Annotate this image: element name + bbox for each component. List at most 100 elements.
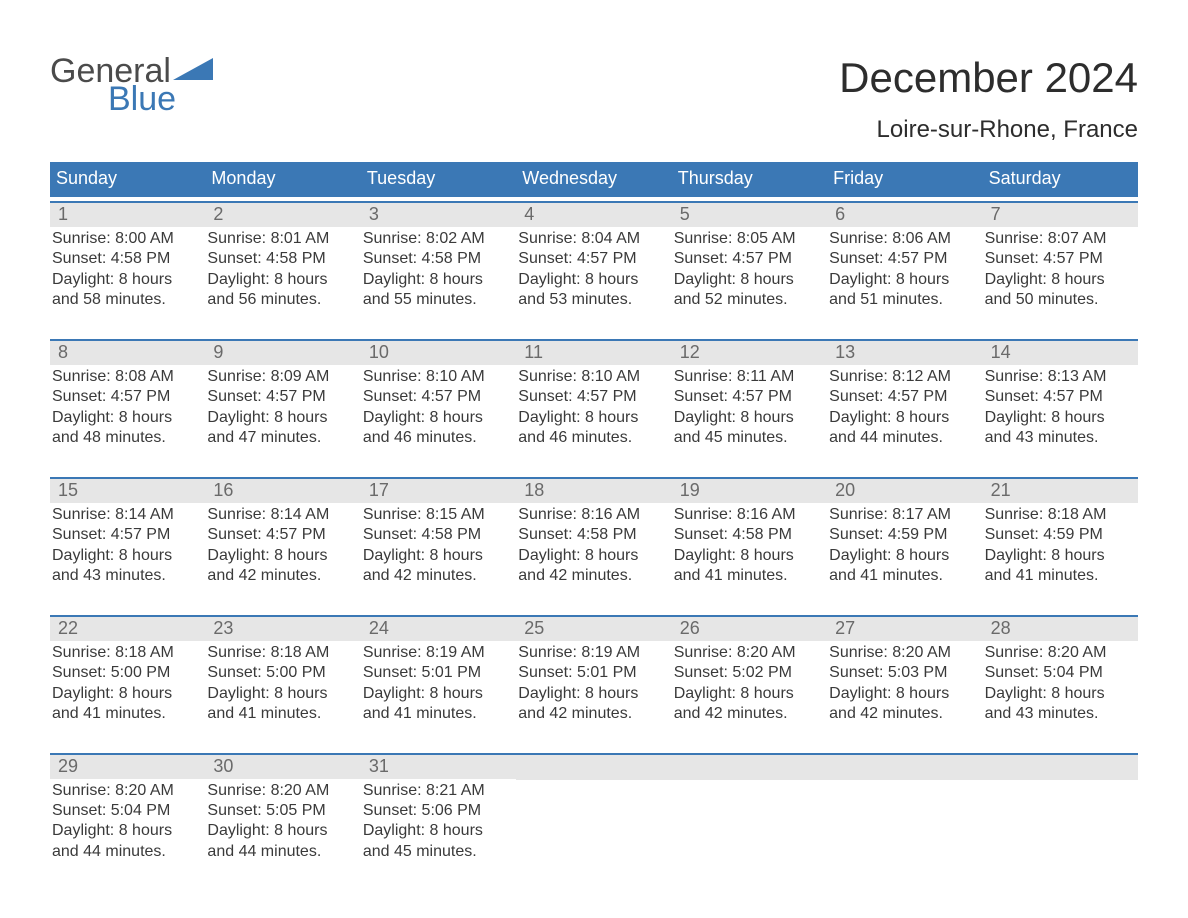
sunrise-line: Sunrise: 8:11 AM: [674, 367, 821, 387]
dow-header: Saturday: [983, 162, 1138, 197]
calendar: SundayMondayTuesdayWednesdayThursdayFrid…: [50, 162, 1138, 886]
calendar-cell: [672, 755, 827, 887]
daylight-line: Daylight: 8 hours and 42 minutes.: [518, 546, 665, 587]
daylight-line: Daylight: 8 hours and 44 minutes.: [52, 821, 199, 862]
calendar-cell: [516, 755, 671, 887]
daylight-line: Daylight: 8 hours and 45 minutes.: [363, 821, 510, 862]
cell-body: Sunrise: 8:13 AMSunset: 4:57 PMDaylight:…: [983, 367, 1132, 449]
calendar-cell: 13Sunrise: 8:12 AMSunset: 4:57 PMDayligh…: [827, 341, 982, 473]
sunset-line: Sunset: 4:58 PM: [207, 249, 354, 269]
daylight-line: Daylight: 8 hours and 55 minutes.: [363, 270, 510, 311]
sunrise-line: Sunrise: 8:18 AM: [985, 505, 1132, 525]
daynum-band: 3: [361, 203, 516, 227]
daynum-band: 19: [672, 479, 827, 503]
cell-body: Sunrise: 8:19 AMSunset: 5:01 PMDaylight:…: [361, 643, 510, 725]
daynum-band: 10: [361, 341, 516, 365]
sunset-line: Sunset: 4:57 PM: [829, 387, 976, 407]
cell-body: Sunrise: 8:07 AMSunset: 4:57 PMDaylight:…: [983, 229, 1132, 311]
sunrise-line: Sunrise: 8:14 AM: [52, 505, 199, 525]
logo-triangle-icon: [173, 58, 213, 82]
sunset-line: Sunset: 4:57 PM: [829, 249, 976, 269]
day-number: 14: [989, 342, 1011, 362]
daynum-band: 5: [672, 203, 827, 227]
cell-body: Sunrise: 8:04 AMSunset: 4:57 PMDaylight:…: [516, 229, 665, 311]
daynum-band: 18: [516, 479, 671, 503]
sunrise-line: Sunrise: 8:16 AM: [518, 505, 665, 525]
daylight-line: Daylight: 8 hours and 41 minutes.: [674, 546, 821, 587]
sunset-line: Sunset: 5:04 PM: [52, 801, 199, 821]
calendar-cell: 2Sunrise: 8:01 AMSunset: 4:58 PMDaylight…: [205, 203, 360, 335]
daylight-line: Daylight: 8 hours and 53 minutes.: [518, 270, 665, 311]
day-number: 19: [678, 480, 700, 500]
sunrise-line: Sunrise: 8:09 AM: [207, 367, 354, 387]
day-number: 7: [989, 204, 1001, 224]
day-number: 4: [522, 204, 534, 224]
calendar-cell: 23Sunrise: 8:18 AMSunset: 5:00 PMDayligh…: [205, 617, 360, 749]
cell-body: Sunrise: 8:02 AMSunset: 4:58 PMDaylight:…: [361, 229, 510, 311]
calendar-cell: 21Sunrise: 8:18 AMSunset: 4:59 PMDayligh…: [983, 479, 1138, 611]
cell-body: Sunrise: 8:09 AMSunset: 4:57 PMDaylight:…: [205, 367, 354, 449]
daynum-band: 9: [205, 341, 360, 365]
day-number: 28: [989, 618, 1011, 638]
daynum-band: 23: [205, 617, 360, 641]
day-number: 3: [367, 204, 379, 224]
logo-word-2: Blue: [108, 82, 213, 116]
calendar-cell: 26Sunrise: 8:20 AMSunset: 5:02 PMDayligh…: [672, 617, 827, 749]
sunset-line: Sunset: 4:59 PM: [829, 525, 976, 545]
calendar-cell: 28Sunrise: 8:20 AMSunset: 5:04 PMDayligh…: [983, 617, 1138, 749]
calendar-cell: 4 Sunrise: 8:04 AMSunset: 4:57 PMDaylight…: [516, 203, 671, 335]
cell-body: Sunrise: 8:08 AMSunset: 4:57 PMDaylight:…: [50, 367, 199, 449]
sunset-line: Sunset: 4:57 PM: [674, 387, 821, 407]
sunrise-line: Sunrise: 8:19 AM: [363, 643, 510, 663]
daylight-line: Daylight: 8 hours and 44 minutes.: [207, 821, 354, 862]
calendar-cell: 16Sunrise: 8:14 AMSunset: 4:57 PMDayligh…: [205, 479, 360, 611]
daylight-line: Daylight: 8 hours and 50 minutes.: [985, 270, 1132, 311]
daylight-line: Daylight: 8 hours and 43 minutes.: [52, 546, 199, 587]
calendar-cell: 19Sunrise: 8:16 AMSunset: 4:58 PMDayligh…: [672, 479, 827, 611]
day-number: 25: [522, 618, 544, 638]
day-number: 5: [678, 204, 690, 224]
cell-body: Sunrise: 8:06 AMSunset: 4:57 PMDaylight:…: [827, 229, 976, 311]
sunrise-line: Sunrise: 8:15 AM: [363, 505, 510, 525]
cell-body: Sunrise: 8:14 AMSunset: 4:57 PMDaylight:…: [205, 505, 354, 587]
dow-header-row: SundayMondayTuesdayWednesdayThursdayFrid…: [50, 162, 1138, 197]
calendar-week-row: 22Sunrise: 8:18 AMSunset: 5:00 PMDayligh…: [50, 615, 1138, 749]
daynum-band: 29: [50, 755, 205, 779]
sunrise-line: Sunrise: 8:17 AM: [829, 505, 976, 525]
cell-body: Sunrise: 8:20 AMSunset: 5:04 PMDaylight:…: [50, 781, 199, 863]
day-number: 11: [522, 342, 543, 362]
day-number: 12: [678, 342, 700, 362]
day-number: 6: [833, 204, 845, 224]
sunrise-line: Sunrise: 8:20 AM: [829, 643, 976, 663]
cell-body: Sunrise: 8:18 AMSunset: 5:00 PMDaylight:…: [50, 643, 199, 725]
sunrise-line: Sunrise: 8:16 AM: [674, 505, 821, 525]
daylight-line: Daylight: 8 hours and 41 minutes.: [207, 684, 354, 725]
sunrise-line: Sunrise: 8:06 AM: [829, 229, 976, 249]
sunset-line: Sunset: 5:05 PM: [207, 801, 354, 821]
calendar-week-row: 29Sunrise: 8:20 AMSunset: 5:04 PMDayligh…: [50, 753, 1138, 887]
sunrise-line: Sunrise: 8:18 AM: [207, 643, 354, 663]
sunrise-line: Sunrise: 8:18 AM: [52, 643, 199, 663]
daylight-line: Daylight: 8 hours and 43 minutes.: [985, 408, 1132, 449]
calendar-cell: 15Sunrise: 8:14 AMSunset: 4:57 PMDayligh…: [50, 479, 205, 611]
daynum-band: 15: [50, 479, 205, 503]
daynum-band: 17: [361, 479, 516, 503]
daynum-band: 4: [516, 203, 671, 227]
cell-body: Sunrise: 8:01 AMSunset: 4:58 PMDaylight:…: [205, 229, 354, 311]
cell-body: Sunrise: 8:05 AMSunset: 4:57 PMDaylight:…: [672, 229, 821, 311]
sunset-line: Sunset: 4:57 PM: [207, 387, 354, 407]
daynum-band: 22: [50, 617, 205, 641]
daylight-line: Daylight: 8 hours and 41 minutes.: [52, 684, 199, 725]
sunrise-line: Sunrise: 8:01 AM: [207, 229, 354, 249]
cell-body: Sunrise: 8:00 AMSunset: 4:58 PMDaylight:…: [50, 229, 199, 311]
day-number: 22: [56, 618, 78, 638]
calendar-cell: 31Sunrise: 8:21 AMSunset: 5:06 PMDayligh…: [361, 755, 516, 887]
daynum-band: 28: [983, 617, 1138, 641]
daynum-band: 1: [50, 203, 205, 227]
cell-body: Sunrise: 8:20 AMSunset: 5:03 PMDaylight:…: [827, 643, 976, 725]
cell-body: Sunrise: 8:11 AMSunset: 4:57 PMDaylight:…: [672, 367, 821, 449]
day-number: 13: [833, 342, 855, 362]
sunset-line: Sunset: 5:00 PM: [52, 663, 199, 683]
cell-body: Sunrise: 8:17 AMSunset: 4:59 PMDaylight:…: [827, 505, 976, 587]
daynum-band: 11: [516, 341, 671, 365]
